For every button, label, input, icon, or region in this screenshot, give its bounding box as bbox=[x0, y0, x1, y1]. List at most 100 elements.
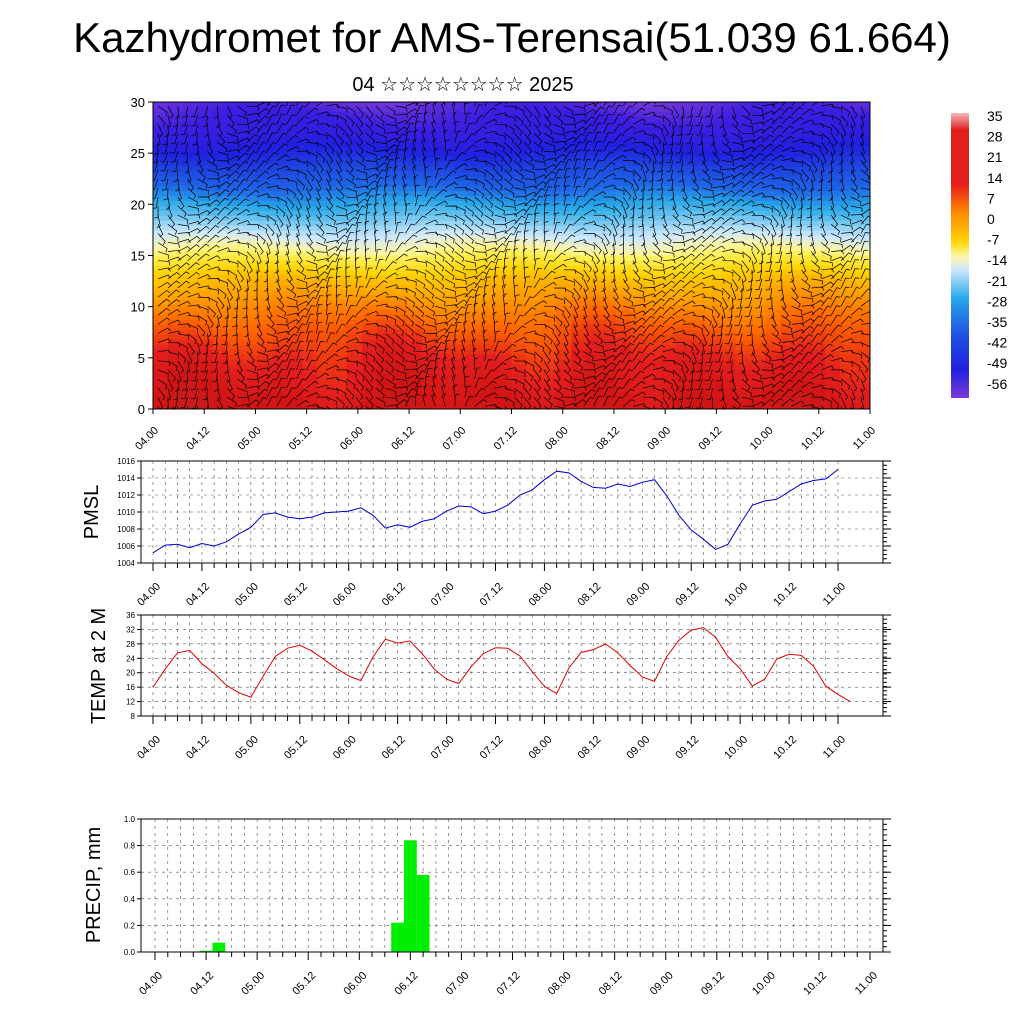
temperature-cell bbox=[167, 141, 184, 148]
wind-barb bbox=[514, 169, 524, 181]
temperature-cell bbox=[242, 309, 259, 316]
temperature-cell bbox=[541, 344, 557, 351]
wind-barb bbox=[435, 314, 448, 320]
wind-barb bbox=[382, 202, 387, 216]
wind-barb bbox=[724, 333, 733, 345]
wind-barb bbox=[355, 266, 361, 279]
wind-barb bbox=[216, 388, 221, 402]
temperature-cell bbox=[451, 116, 468, 123]
wind-barb bbox=[276, 102, 280, 107]
temperature-cell bbox=[347, 384, 363, 390]
wind-barb bbox=[629, 206, 634, 219]
wind-barb bbox=[563, 114, 575, 123]
temperature-cell bbox=[660, 349, 677, 356]
wind-barb bbox=[722, 198, 735, 207]
temperature-cell bbox=[332, 186, 348, 192]
wind-barb bbox=[207, 216, 219, 225]
temperature-cell bbox=[735, 201, 752, 207]
temperature-cell bbox=[586, 359, 602, 366]
wind-barb bbox=[643, 405, 654, 409]
wind-barb bbox=[157, 224, 164, 238]
wind-barb bbox=[421, 129, 426, 143]
temperature-cell bbox=[690, 151, 707, 158]
temperature-cell bbox=[347, 394, 363, 400]
temperature-cell bbox=[421, 205, 438, 212]
wind-barb bbox=[157, 242, 168, 253]
temperature-cell bbox=[705, 260, 722, 266]
wind-barb bbox=[365, 333, 378, 340]
temperature-cell bbox=[242, 196, 259, 202]
temperature-cell bbox=[825, 290, 841, 296]
temperature-cell bbox=[182, 106, 199, 113]
wind-barb bbox=[494, 330, 501, 343]
temperature-cell bbox=[257, 329, 274, 336]
wind-barb bbox=[385, 284, 399, 289]
temperature-cell bbox=[436, 156, 453, 163]
temperature-cell bbox=[227, 245, 244, 252]
wind-barb bbox=[464, 122, 474, 134]
temperature-cell bbox=[347, 146, 363, 153]
temperature-cell bbox=[362, 102, 378, 108]
temperature-cell bbox=[287, 220, 303, 227]
temperature-cell bbox=[810, 121, 826, 128]
wind-barb bbox=[662, 348, 676, 353]
wind-barb bbox=[153, 169, 159, 181]
temperature-cell bbox=[720, 111, 737, 118]
wind-barb bbox=[573, 351, 582, 364]
temperature-cell bbox=[735, 374, 752, 380]
temperature-cell bbox=[705, 116, 722, 123]
wind-barb bbox=[523, 257, 528, 270]
temperature-cell bbox=[750, 265, 767, 271]
wind-barb bbox=[603, 362, 616, 371]
temperature-cell bbox=[272, 349, 289, 356]
temperature-cell bbox=[795, 205, 811, 212]
wind-barb bbox=[266, 224, 275, 237]
wind-barb bbox=[316, 361, 328, 371]
temperature-cell bbox=[153, 191, 169, 197]
wind-barb bbox=[642, 300, 656, 307]
wind-barb bbox=[563, 159, 573, 170]
wind-barb bbox=[553, 114, 564, 126]
temperature-cell bbox=[436, 404, 453, 409]
wind-barb bbox=[244, 278, 249, 292]
wind-barb bbox=[266, 132, 277, 143]
wind-barb bbox=[306, 102, 311, 107]
temperature-cell bbox=[436, 260, 453, 266]
wind-barb bbox=[444, 251, 454, 263]
temperature-cell bbox=[750, 275, 767, 281]
temperature-cell bbox=[197, 205, 214, 212]
temperature-cell bbox=[362, 290, 378, 296]
temperature-cell bbox=[795, 141, 811, 148]
temperature-cell bbox=[421, 131, 438, 138]
wind-barb bbox=[164, 397, 169, 409]
temperature-cell bbox=[332, 230, 348, 237]
wind-barb bbox=[236, 105, 247, 117]
wind-barb bbox=[573, 342, 580, 356]
wind-barb bbox=[212, 333, 218, 346]
temperature-cell bbox=[571, 181, 587, 187]
wind-barb bbox=[451, 347, 456, 361]
temperature-cell bbox=[466, 334, 483, 341]
temperature-cell bbox=[451, 399, 468, 405]
wind-barb bbox=[583, 360, 595, 368]
wind-barb bbox=[504, 123, 515, 134]
temperature-cell bbox=[720, 334, 737, 341]
temperature-cell bbox=[302, 126, 318, 133]
temperature-cell bbox=[675, 285, 692, 291]
temperature-cell bbox=[272, 176, 289, 182]
temperature-cell bbox=[436, 205, 453, 212]
wind-barb bbox=[613, 377, 623, 389]
temperature-cell bbox=[616, 309, 632, 316]
wind-barb bbox=[365, 123, 374, 136]
temperature-cell bbox=[287, 230, 303, 237]
temperature-cell bbox=[556, 305, 572, 311]
temperature-cell bbox=[227, 334, 244, 341]
temperature-cell bbox=[302, 379, 318, 385]
temperature-cell bbox=[810, 300, 826, 306]
temperature-cell bbox=[735, 300, 752, 306]
temperature-cell bbox=[810, 374, 826, 380]
temperature-cell bbox=[705, 404, 722, 409]
temperature-cell bbox=[690, 389, 707, 395]
temperature-cell bbox=[675, 309, 692, 316]
temperature-cell bbox=[765, 181, 781, 187]
